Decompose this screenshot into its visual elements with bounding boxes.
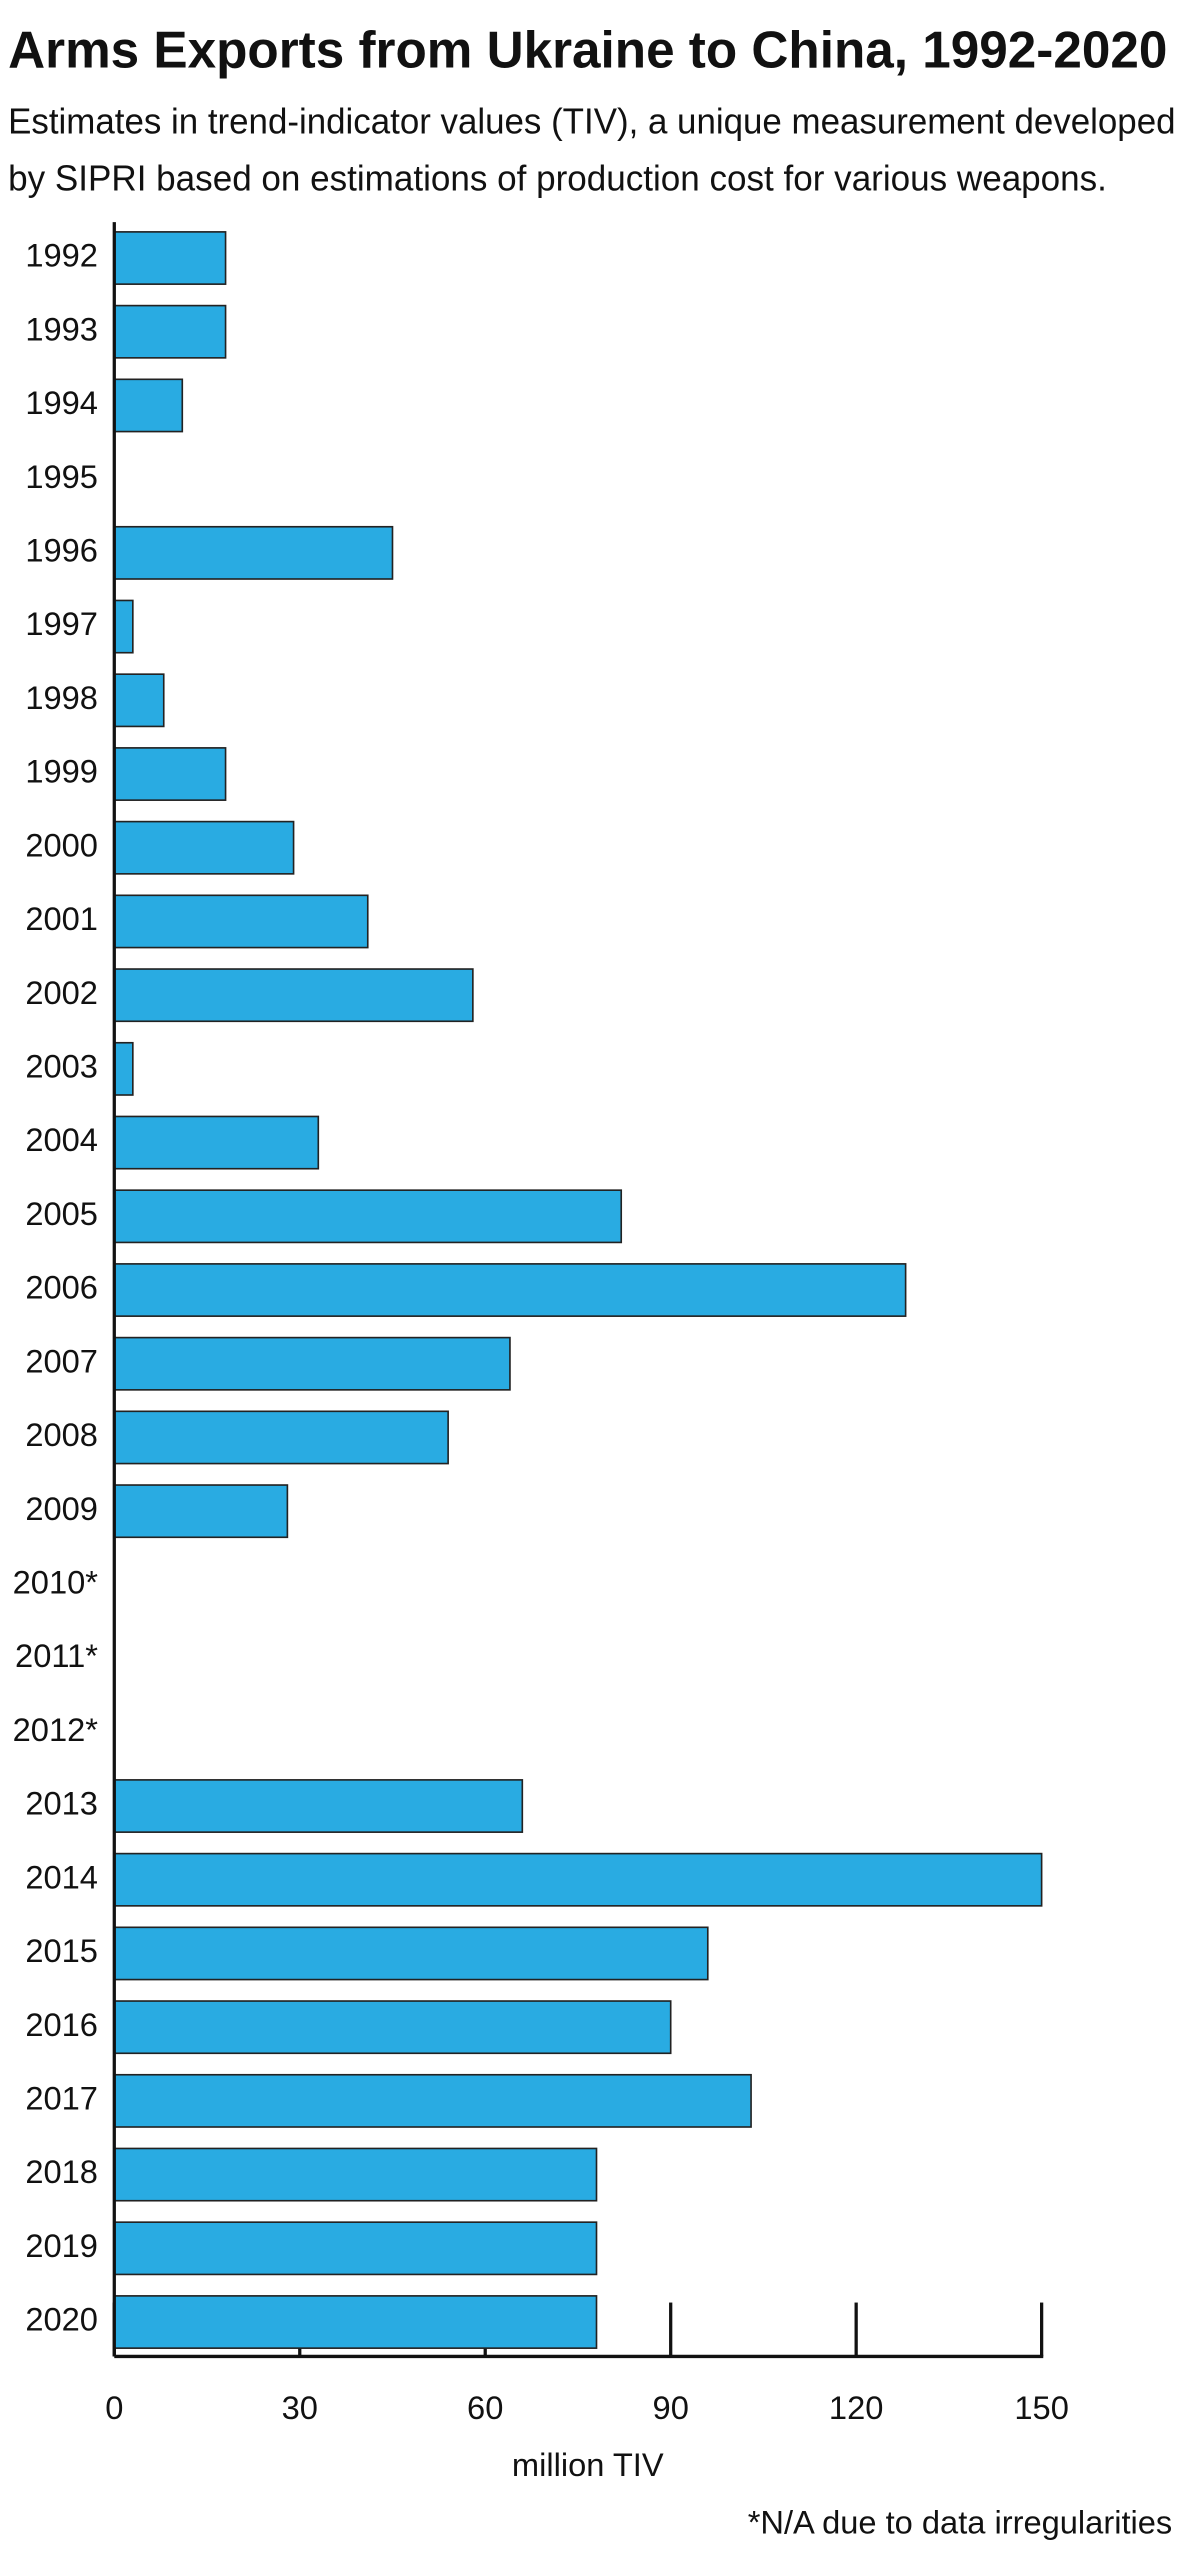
footnote: *N/A due to data irregularities xyxy=(748,2503,1173,2540)
bar xyxy=(113,1115,320,1170)
x-tick-label: 120 xyxy=(829,2389,883,2426)
chart-title: Arms Exports from Ukraine to China, 1992… xyxy=(8,22,1167,80)
bar xyxy=(113,747,227,801)
y-tick-label: 2020 xyxy=(25,2301,98,2338)
bar xyxy=(113,525,394,580)
y-tick-label: 1996 xyxy=(25,531,98,568)
y-tick-label: 2000 xyxy=(25,826,98,863)
bar xyxy=(113,599,134,654)
y-tick-label: 1998 xyxy=(25,679,98,716)
bar xyxy=(113,894,369,949)
y-tick-label: 1997 xyxy=(25,605,98,642)
y-tick-label: 1992 xyxy=(25,237,98,274)
bar xyxy=(113,2221,598,2276)
bar xyxy=(113,1263,907,1317)
y-tick-label: 2008 xyxy=(25,1416,98,1453)
bar xyxy=(113,1410,449,1465)
y-tick-label: 2001 xyxy=(25,900,98,937)
y-tick-label: 2016 xyxy=(25,2006,98,2043)
y-tick-label: 2010* xyxy=(13,1563,99,1600)
y-tick-label: 1994 xyxy=(25,384,98,421)
bar xyxy=(113,820,295,875)
bar xyxy=(113,1484,289,1539)
bar xyxy=(113,673,165,728)
bar xyxy=(113,304,227,359)
y-tick-label: 1999 xyxy=(25,753,98,790)
bar xyxy=(113,2295,598,2349)
y-tick-label: 2006 xyxy=(25,1269,98,1306)
y-tick-label: 2011* xyxy=(15,1637,98,1674)
x-tick-label: 90 xyxy=(653,2389,689,2426)
x-tick-label: 150 xyxy=(1014,2389,1068,2426)
y-tick-label: 2003 xyxy=(25,1047,98,1084)
y-tick-label: 2004 xyxy=(25,1121,98,1158)
x-tick-label: 30 xyxy=(282,2389,318,2426)
bar xyxy=(113,2000,672,2055)
bar xyxy=(113,231,227,285)
bar xyxy=(113,1041,134,1096)
y-tick-label: 1995 xyxy=(25,458,98,495)
bar xyxy=(113,968,474,1023)
y-tick-label: 2018 xyxy=(25,2153,98,2190)
y-tick-label: 2007 xyxy=(25,1342,98,1379)
bar xyxy=(113,2147,598,2202)
x-tick-label: 0 xyxy=(105,2389,123,2426)
y-tick-label: 2019 xyxy=(25,2227,98,2264)
y-tick-label: 2012* xyxy=(13,1711,99,1748)
bar xyxy=(113,378,184,433)
x-axis-label: million TIV xyxy=(512,2446,664,2483)
bar xyxy=(113,1779,524,1833)
y-tick-label: 2015 xyxy=(25,1932,98,1969)
x-tick-label: 60 xyxy=(467,2389,503,2426)
y-tick-label: 2017 xyxy=(25,2079,98,2116)
y-tick-label: 2013 xyxy=(25,1785,98,1822)
bar xyxy=(113,2073,752,2128)
bar xyxy=(113,1926,709,1981)
y-tick-label: 2014 xyxy=(25,1858,98,1895)
y-tick-label: 2005 xyxy=(25,1195,98,1232)
bar xyxy=(113,1189,623,1244)
y-tick-label: 2009 xyxy=(25,1490,98,1527)
y-tick-label: 2002 xyxy=(25,974,98,1011)
bar xyxy=(113,1852,1043,1907)
y-tick-label: 1993 xyxy=(25,310,98,347)
bar xyxy=(113,1336,511,1391)
subtitle: by SIPRI based on estimations of product… xyxy=(8,158,1107,199)
subtitle: Estimates in trend-indicator values (TIV… xyxy=(8,101,1175,142)
